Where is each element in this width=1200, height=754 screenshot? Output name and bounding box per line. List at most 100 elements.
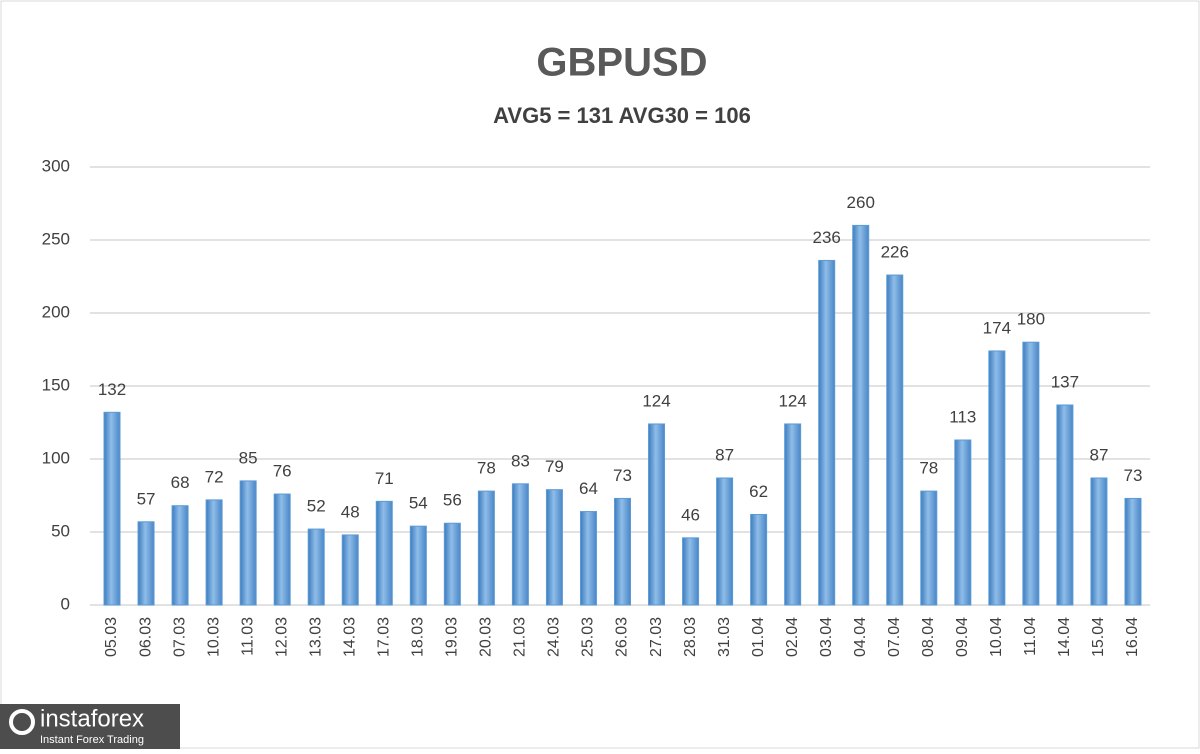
bar [716, 477, 734, 606]
bar [1056, 404, 1074, 606]
value-label: 113 [949, 408, 976, 427]
bar [784, 423, 802, 606]
value-label: 48 [341, 502, 360, 521]
logo-icon [9, 709, 35, 735]
bar [273, 493, 291, 606]
x-tick-label: 10.04 [988, 617, 1005, 657]
x-tick-label: 07.04 [886, 617, 903, 657]
bar [341, 534, 359, 606]
x-tick-label: 24.03 [546, 617, 563, 657]
x-tick-label: 11.03 [239, 617, 256, 656]
y-tick-label: 150 [42, 375, 70, 394]
bar [750, 513, 768, 606]
x-tick-label: 28.03 [682, 617, 699, 657]
bar [375, 500, 393, 606]
logo-name: instaforex [40, 705, 144, 732]
y-tick-label: 200 [42, 302, 70, 321]
bar [579, 511, 597, 606]
value-label: 72 [205, 467, 224, 486]
bar [1124, 497, 1142, 606]
value-label: 132 [98, 380, 126, 399]
x-tick-label: 17.03 [375, 617, 392, 657]
x-tick-label: 16.04 [1124, 617, 1141, 657]
value-label: 260 [847, 193, 875, 212]
value-label: 78 [919, 459, 938, 478]
x-tick-label: 15.04 [1090, 617, 1107, 657]
bar [545, 489, 563, 606]
bar [239, 480, 257, 606]
x-tick-label: 10.03 [205, 617, 222, 657]
value-label: 57 [137, 489, 156, 508]
value-label: 78 [477, 459, 496, 478]
value-label: 174 [983, 318, 1011, 337]
value-label: 87 [1089, 445, 1108, 464]
logo: instaforex Instant Forex Trading [0, 704, 180, 749]
bar [103, 411, 121, 606]
x-tick-label: 05.03 [103, 617, 120, 657]
x-tick-label: 03.04 [818, 617, 835, 657]
x-tick-label: 13.03 [307, 617, 324, 657]
bar [614, 497, 631, 606]
value-label: 226 [881, 243, 909, 262]
x-tick-label: 25.03 [580, 617, 597, 657]
value-label: 46 [681, 505, 700, 524]
x-tick-label: 07.03 [171, 617, 188, 657]
bar [988, 350, 1006, 606]
bar [205, 499, 223, 606]
chart-title: GBPUSD [536, 41, 707, 85]
value-label: 124 [642, 391, 670, 410]
bar [1090, 477, 1108, 606]
x-tick-label: 04.04 [852, 617, 869, 657]
bar [511, 483, 529, 606]
bar [1022, 341, 1040, 606]
y-tick-label: 250 [42, 229, 70, 248]
bar [818, 259, 836, 606]
value-label: 73 [1124, 466, 1143, 485]
x-tick-label: 12.03 [273, 617, 290, 657]
value-label: 180 [1017, 310, 1045, 329]
bar [954, 439, 972, 606]
x-tick-label: 01.04 [750, 617, 767, 657]
x-tick-label: 14.04 [1056, 617, 1073, 657]
logo-tagline: Instant Forex Trading [40, 734, 144, 746]
value-label: 79 [545, 457, 564, 476]
value-label: 62 [749, 482, 768, 501]
value-label: 236 [813, 228, 841, 247]
bar [137, 521, 155, 606]
x-tick-label: 09.04 [954, 617, 971, 657]
x-tick-label: 20.03 [478, 617, 495, 657]
value-label: 76 [273, 462, 292, 481]
x-tick-label: 26.03 [614, 617, 631, 657]
x-tick-label: 18.03 [410, 617, 427, 657]
value-label: 52 [307, 497, 326, 516]
x-tick-label: 08.04 [920, 617, 937, 657]
x-tick-label: 31.03 [716, 617, 733, 657]
bar [886, 274, 904, 606]
bar [443, 522, 461, 606]
value-label: 64 [579, 479, 598, 498]
value-label: 68 [171, 473, 190, 492]
x-tick-label: 21.03 [512, 617, 529, 657]
value-label: 85 [239, 448, 258, 467]
x-tick-label: 11.04 [1022, 617, 1039, 656]
bar [682, 537, 700, 606]
value-label: 73 [613, 466, 632, 485]
bar [852, 224, 870, 606]
x-tick-label: 19.03 [444, 617, 461, 657]
bar [477, 490, 495, 606]
bar [920, 490, 938, 606]
y-tick-label: 50 [51, 521, 70, 540]
value-label: 56 [443, 491, 462, 510]
x-tick-label: 14.03 [341, 617, 358, 657]
y-tick-label: 0 [61, 594, 70, 613]
value-label: 71 [375, 469, 394, 488]
bar [171, 505, 189, 606]
value-label: 137 [1051, 372, 1079, 391]
chart-subtitle: AVG5 = 131 AVG30 = 106 [493, 103, 751, 128]
bar [307, 528, 325, 606]
bar [409, 525, 427, 606]
value-label: 83 [511, 451, 530, 470]
value-label: 124 [778, 391, 806, 410]
x-tick-label: 27.03 [648, 617, 665, 657]
